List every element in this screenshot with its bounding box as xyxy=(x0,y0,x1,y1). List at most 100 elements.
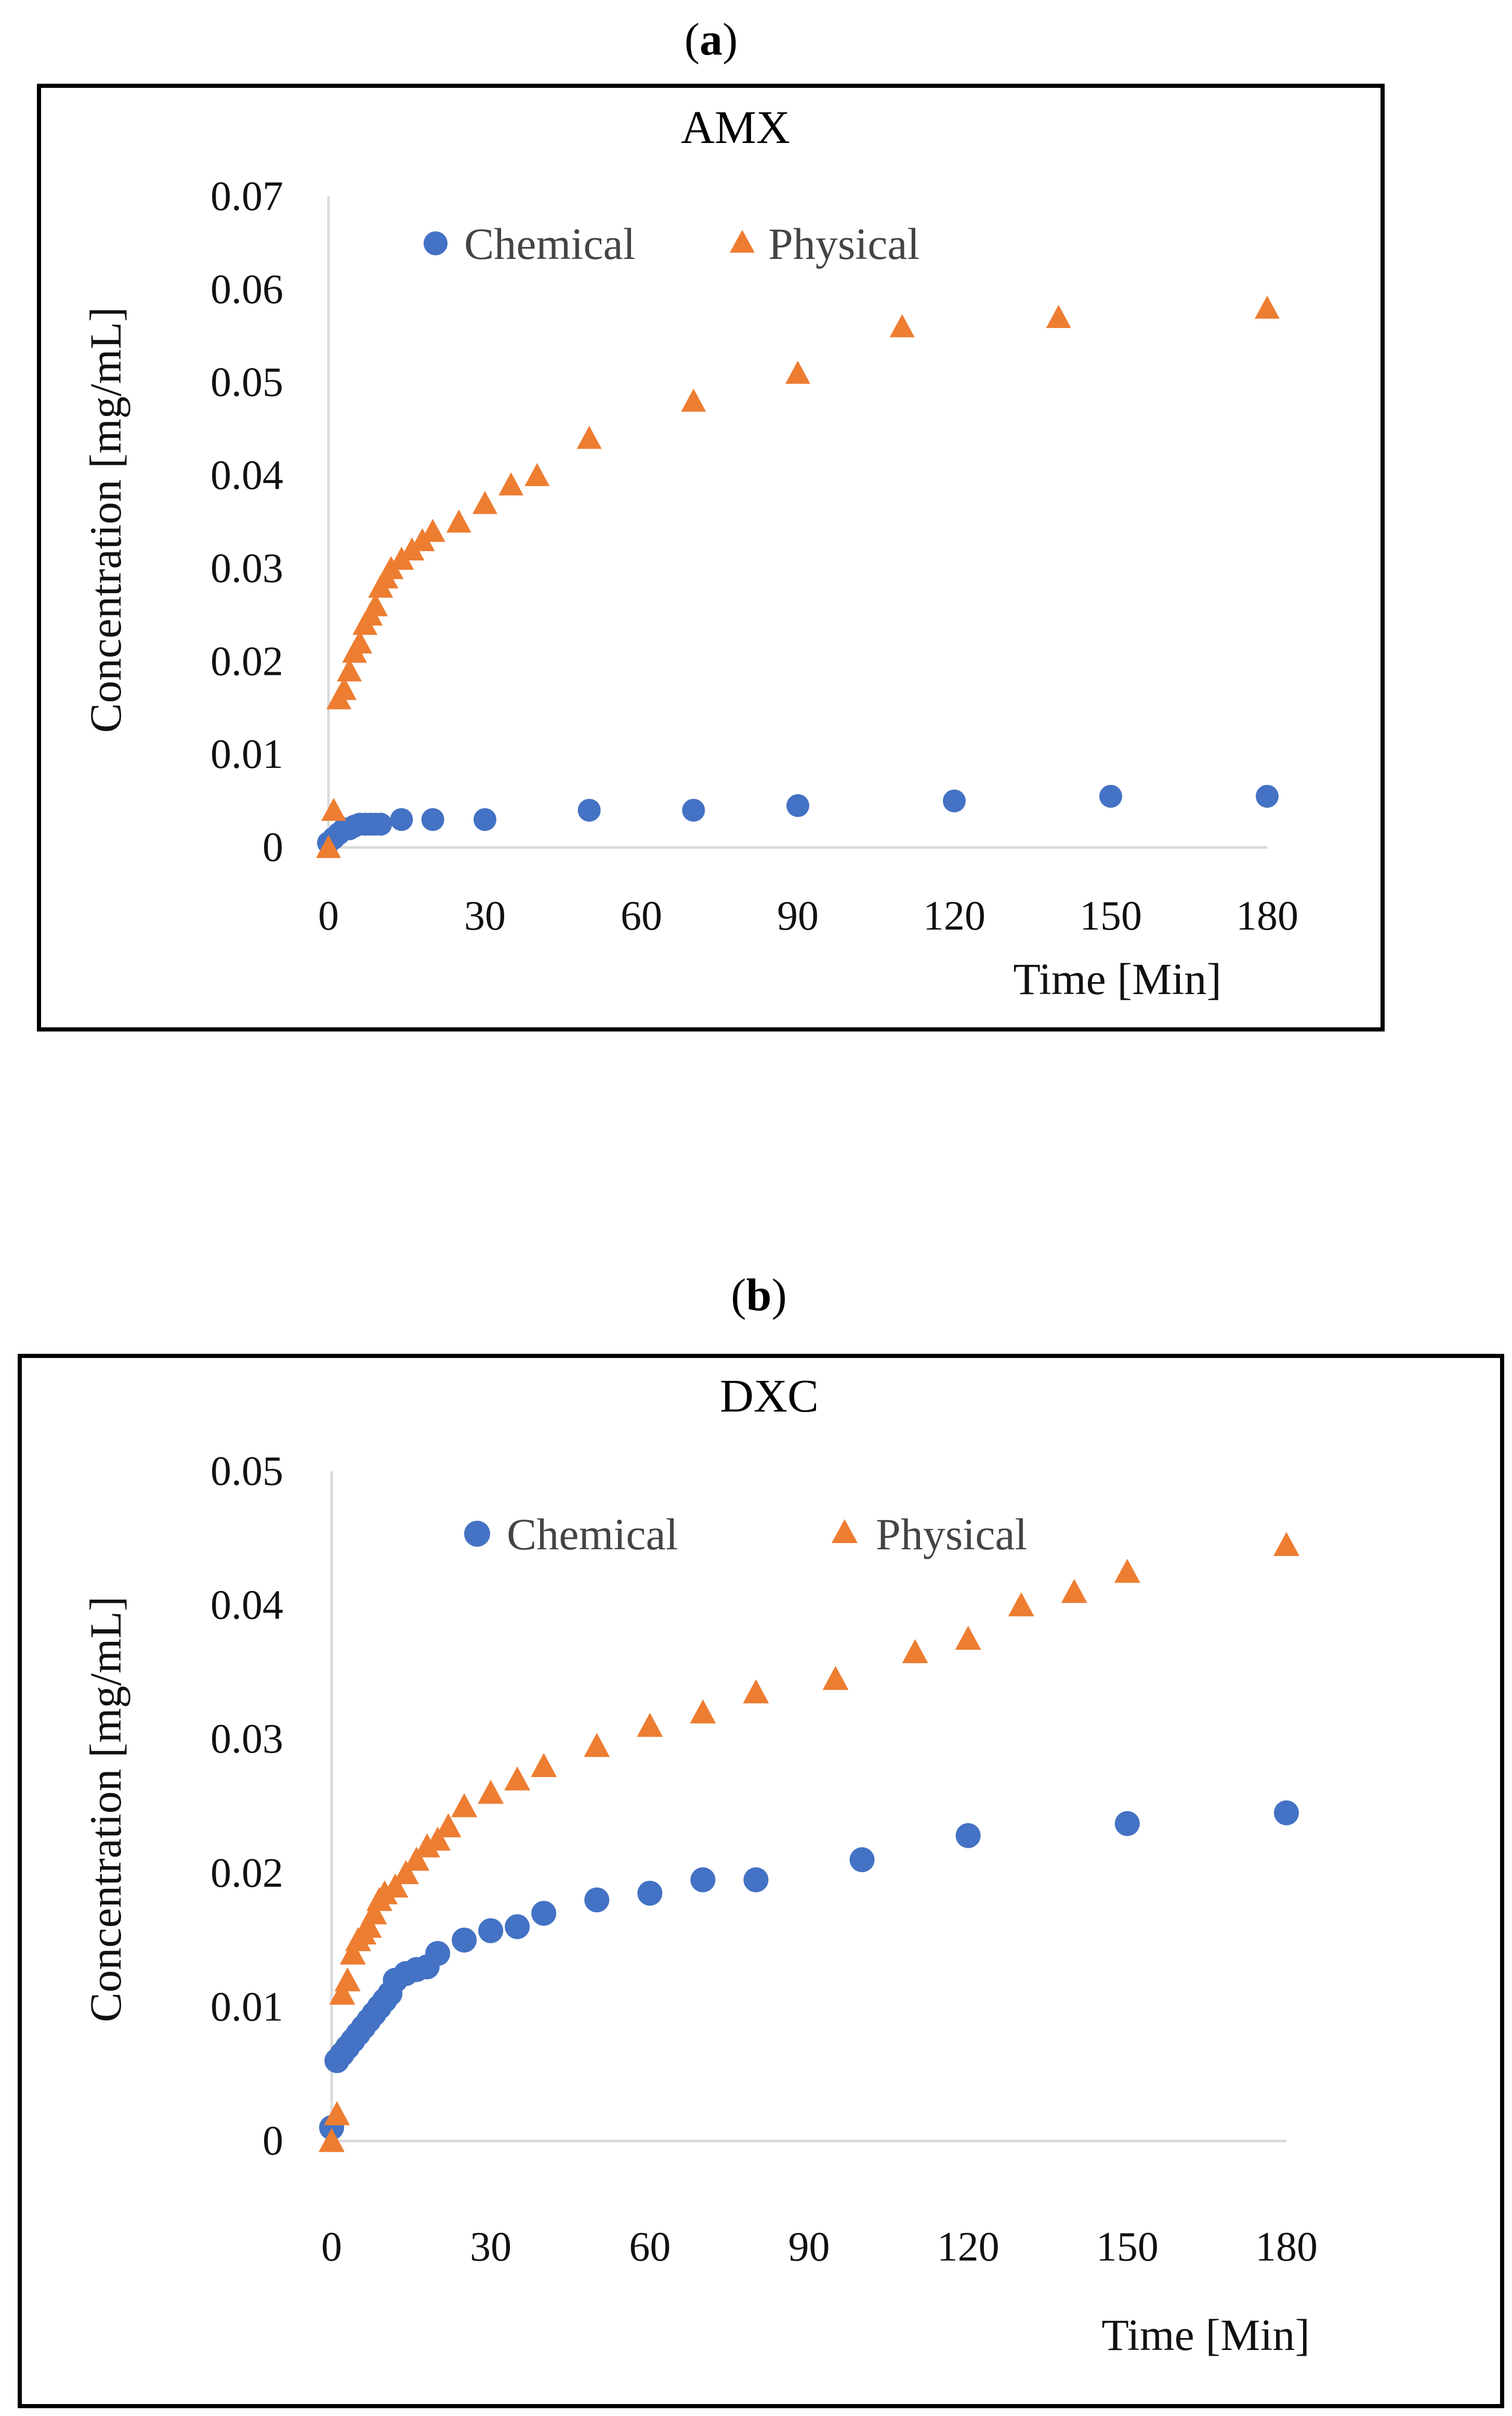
physical-data-point xyxy=(504,1766,531,1791)
chemical-data-point xyxy=(1256,785,1279,808)
x-tick-label: 30 xyxy=(470,2224,511,2270)
physical-data-point xyxy=(339,1940,366,1965)
physical-data-point xyxy=(637,1713,663,1737)
legend-b-physical-label: Physical xyxy=(876,1509,1027,1559)
x-tick-label: 120 xyxy=(923,893,985,939)
physical-data-point xyxy=(356,1913,382,1938)
chart-a-x-label: Time [Min] xyxy=(1013,954,1221,1004)
y-tick-label: 0.04 xyxy=(211,1583,283,1628)
x-tick-label: 60 xyxy=(629,2224,670,2270)
chemical-data-point xyxy=(743,1867,769,1892)
x-tick-label: 120 xyxy=(937,2224,1000,2270)
physical-data-point xyxy=(955,1626,981,1650)
chemical-data-point xyxy=(786,794,809,817)
physical-data-point xyxy=(321,798,347,821)
x-tick-label: 60 xyxy=(621,893,662,939)
physical-data-point xyxy=(382,1873,409,1898)
physical-data-point xyxy=(1061,1578,1087,1603)
physical-data-point xyxy=(392,1860,419,1885)
y-tick-label: 0.06 xyxy=(211,267,283,312)
physical-data-point xyxy=(1046,305,1071,328)
physical-data-point xyxy=(363,593,388,617)
y-tick-label: 0.02 xyxy=(211,1850,283,1896)
physical-data-point xyxy=(498,472,524,495)
chart-a-legend: Chemical Physical xyxy=(424,219,919,269)
physical-data-point xyxy=(889,314,915,337)
chemical-data-point xyxy=(478,1918,504,1943)
chart-dxc: DXC 0 0.01 0.02 0.03 0.04 0.05 0 30 60 90 120 150 1… xyxy=(81,1370,1318,2360)
legend-a-chemical-marker xyxy=(424,231,448,255)
chart-a-x-ticks: 0 30 60 90 120 150 180 xyxy=(318,893,1298,939)
legend-b-physical-marker xyxy=(832,1519,858,1543)
chart-b-y-ticks: 0 0.01 0.02 0.03 0.04 0.05 xyxy=(211,1448,283,2164)
chart-a-frame xyxy=(37,84,1385,1031)
physical-data-point xyxy=(324,2101,350,2125)
y-tick-label: 0.01 xyxy=(211,1984,283,2030)
physical-data-point xyxy=(576,426,602,449)
chemical-data-point xyxy=(1114,1811,1140,1836)
chemical-data-point xyxy=(1274,1800,1299,1825)
chart-b-x-label: Time [Min] xyxy=(1101,2310,1310,2360)
physical-data-point xyxy=(472,491,497,514)
x-tick-label: 0 xyxy=(321,2224,342,2270)
chemical-data-point xyxy=(369,813,392,836)
physical-data-point xyxy=(584,1733,610,1757)
physical-data-point xyxy=(681,388,706,412)
y-tick-label: 0.01 xyxy=(211,732,283,777)
x-tick-label: 180 xyxy=(1236,893,1298,939)
panel-label-b: (b) xyxy=(731,1270,787,1321)
physical-data-point xyxy=(531,1753,557,1777)
physical-data-point xyxy=(337,658,362,682)
chart-amx: AMX 0 0.01 0.02 0.03 0.04 0.05 0.06 0.07 0 30 60 9… xyxy=(81,102,1298,1004)
chemical-data-point xyxy=(452,1927,477,1953)
chemical-data-point xyxy=(955,1823,981,1848)
x-tick-label: 150 xyxy=(1096,2224,1159,2270)
y-tick-label: 0.04 xyxy=(211,453,283,499)
chart-a-title: AMX xyxy=(681,102,790,153)
chart-b-x-ticks: 0 30 60 90 120 150 180 xyxy=(321,2224,1318,2270)
chart-b-title: DXC xyxy=(720,1370,819,1422)
physical-data-point xyxy=(316,835,341,858)
chart-a-y-label: Concentration [mg/mL] xyxy=(81,307,130,733)
chemical-data-point xyxy=(577,799,601,822)
physical-data-point xyxy=(425,1826,451,1851)
chemical-data-point xyxy=(637,1880,663,1906)
chemical-data-point xyxy=(531,1901,557,1926)
chemical-data-point xyxy=(1099,785,1122,808)
physical-data-point xyxy=(1114,1559,1140,1583)
physical-data-point xyxy=(361,1900,387,1925)
panel-label-a: (a) xyxy=(685,15,738,65)
x-tick-label: 90 xyxy=(777,893,819,939)
physical-data-point xyxy=(334,1967,361,1992)
physical-data-point xyxy=(1273,1532,1299,1556)
physical-data-point xyxy=(451,1793,478,1818)
legend-b-chemical-label: Chemical xyxy=(507,1509,678,1559)
physical-data-point xyxy=(420,518,445,542)
physical-data-point xyxy=(435,1813,462,1837)
chemical-data-point xyxy=(690,1867,716,1892)
legend-a-physical-label: Physical xyxy=(768,219,919,269)
physical-data-point xyxy=(902,1639,928,1664)
chemical-data-point xyxy=(425,1941,451,1966)
physical-data-point xyxy=(347,630,373,654)
chemical-data-point xyxy=(474,808,496,831)
physical-data-point xyxy=(319,2128,345,2152)
y-tick-label: 0 xyxy=(262,2118,283,2164)
chemical-data-point xyxy=(505,1914,530,1939)
chemical-data-point xyxy=(682,799,705,822)
chart-a-points xyxy=(316,295,1280,858)
physical-data-point xyxy=(332,676,357,700)
legend-a-physical-marker xyxy=(730,230,755,253)
physical-data-point xyxy=(478,1780,504,1804)
x-tick-label: 150 xyxy=(1080,893,1142,939)
y-tick-label: 0.07 xyxy=(211,174,283,219)
physical-data-point xyxy=(785,360,810,384)
y-tick-label: 0.05 xyxy=(211,1448,283,1494)
y-tick-label: 0 xyxy=(262,825,283,870)
chemical-data-point xyxy=(584,1887,610,1913)
legend-b-chemical-marker xyxy=(464,1521,490,1547)
chemical-data-point xyxy=(849,1847,875,1873)
chemical-data-point xyxy=(943,789,966,813)
chemical-data-point xyxy=(421,808,444,831)
